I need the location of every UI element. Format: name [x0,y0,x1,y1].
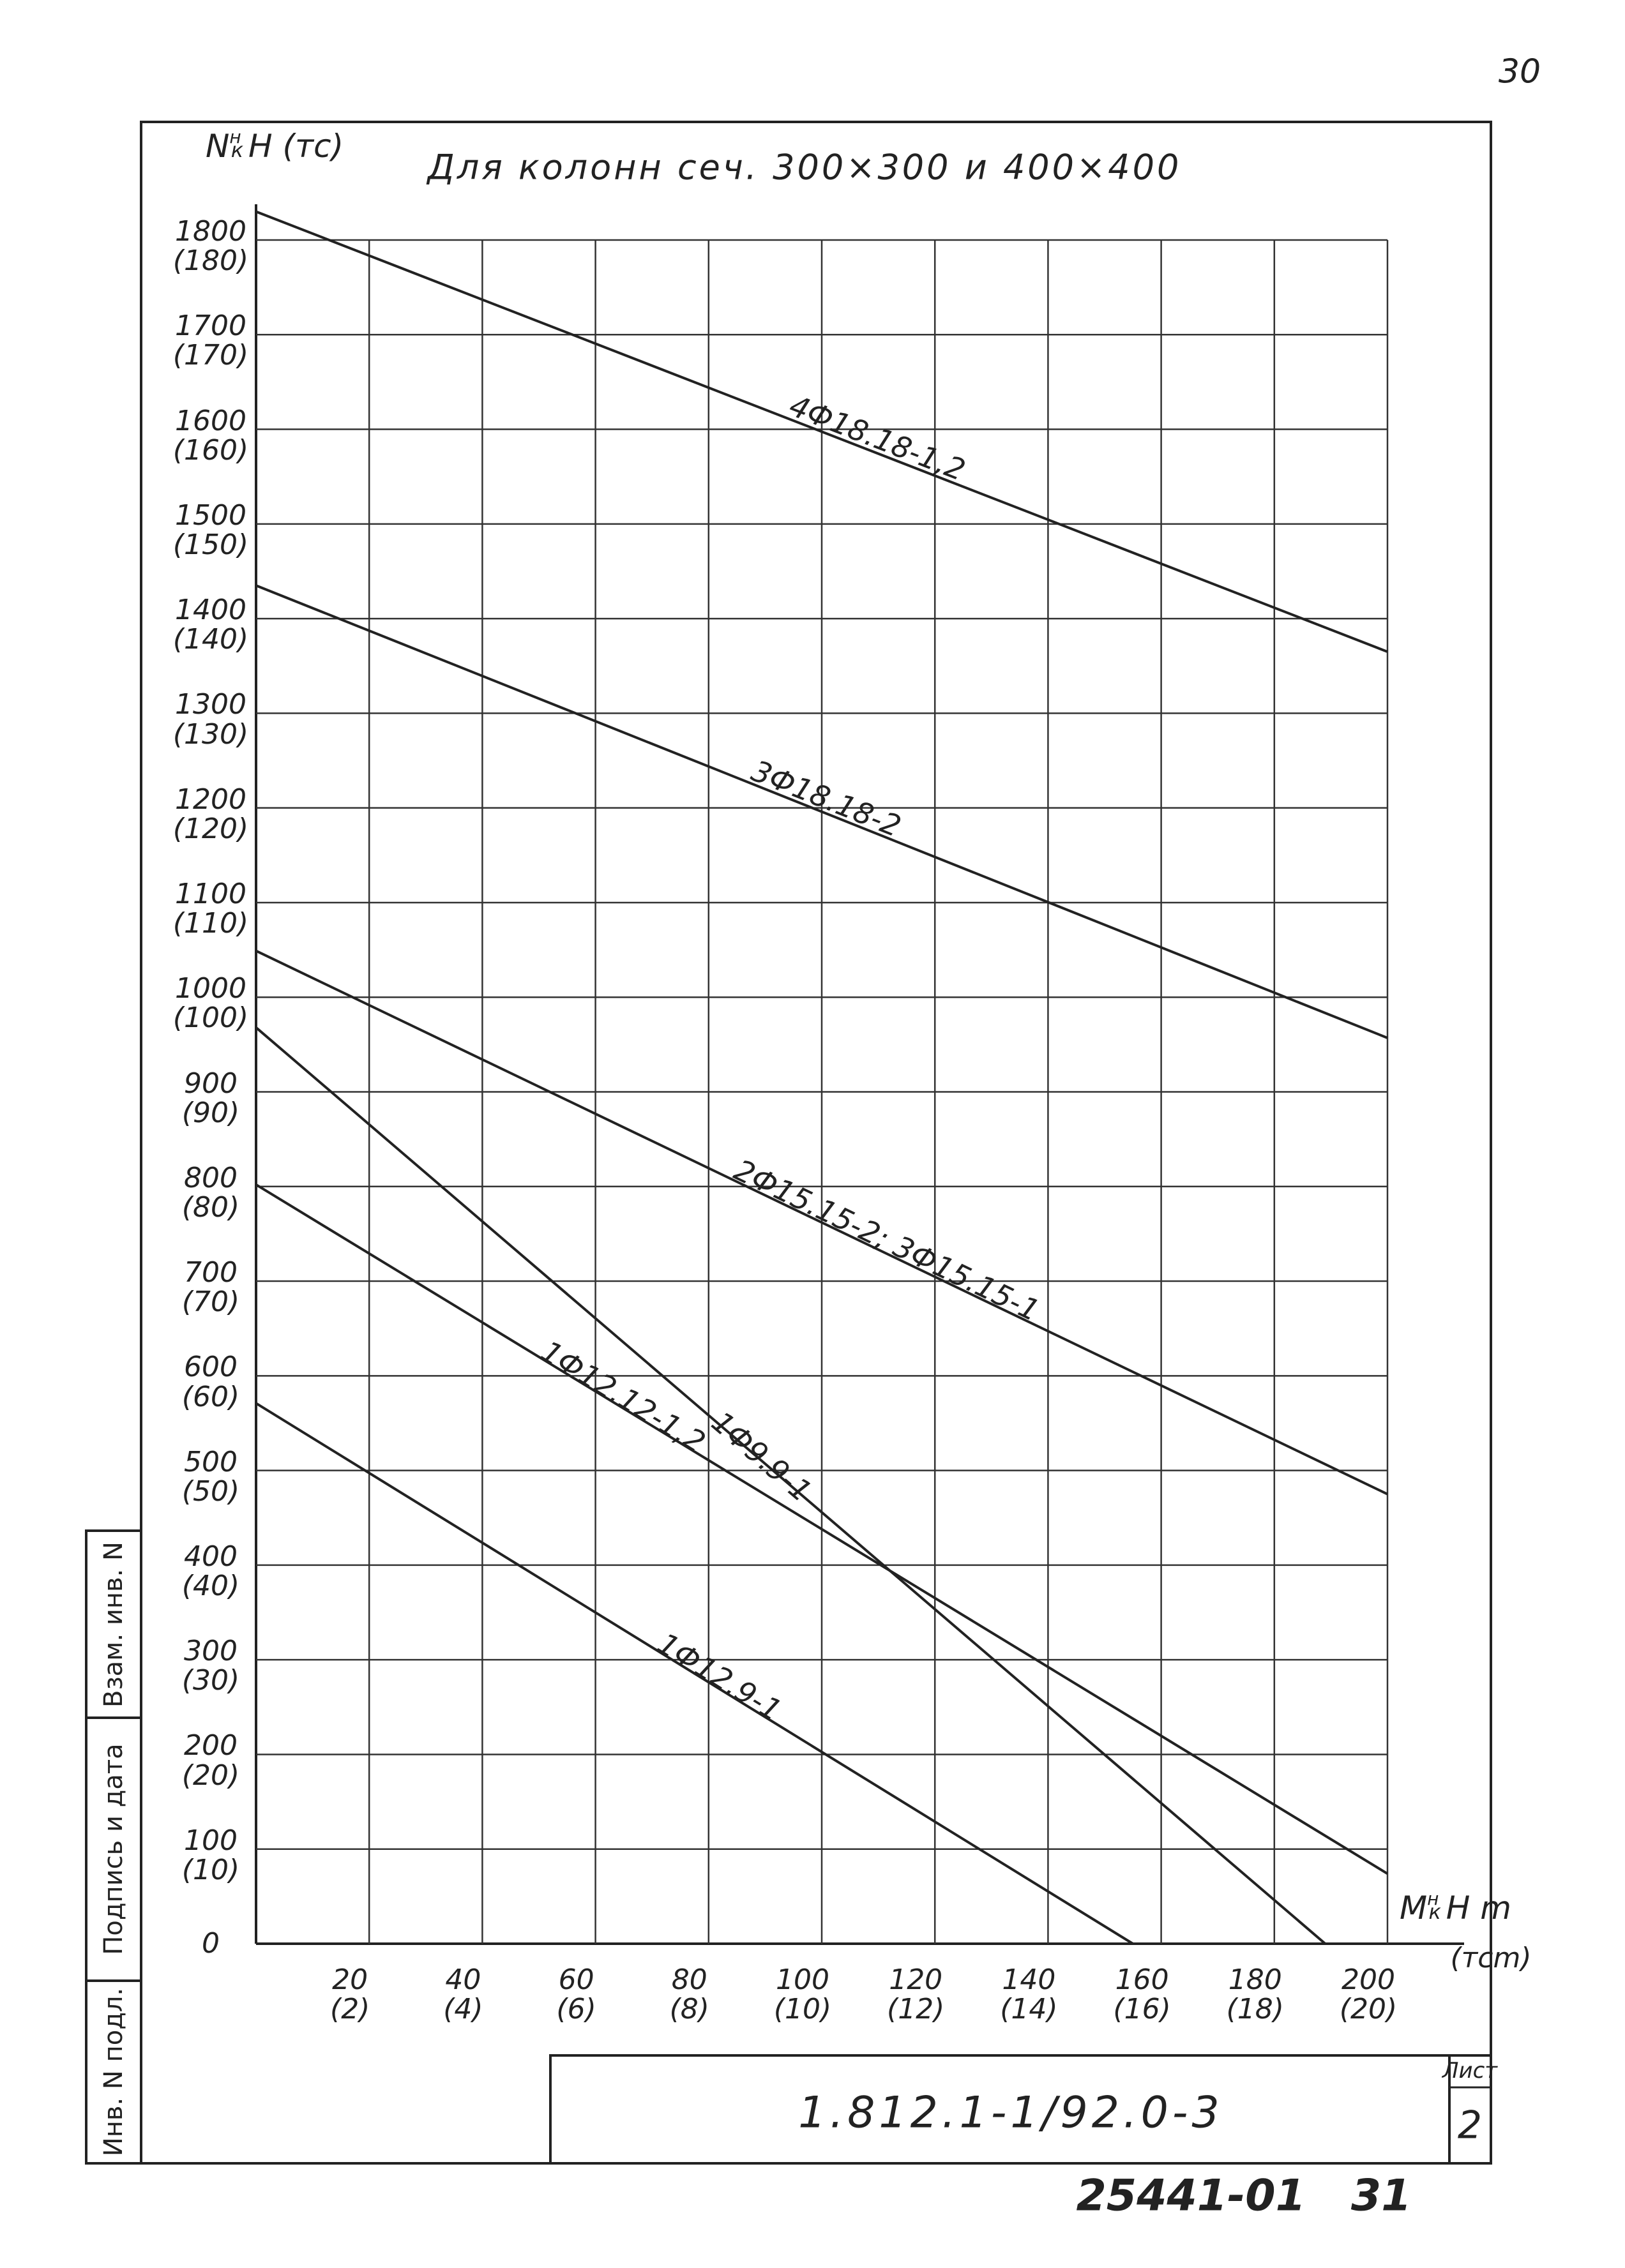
x-tick-label: 120 (12) [887,1963,945,2025]
y-tick-label: 300 (30) [181,1634,240,1697]
y-tick-label: 800 (80) [181,1161,240,1224]
side-stamp-label: Взам. инв. N [99,1542,128,1708]
x-tick-label: 160 (16) [1113,1963,1171,2025]
y-axis-label-sub: к [231,138,244,162]
y-tick-label: 1500 (150) [172,499,249,561]
x-tick-label: 200 (20) [1339,1963,1398,2025]
y-tick-label: 1100 (110) [172,877,249,940]
x-tick-label: 40 (4) [443,1963,483,2025]
y-tick-label: 100 (10) [181,1824,240,1886]
sheet-label: Лист [1442,2058,1498,2084]
y-tick-label: 500 (50) [181,1445,240,1508]
y-tick-label: 400 (40) [181,1540,240,1602]
y-tick-label: 1800 (180) [172,214,249,277]
series-line [255,1026,1326,1945]
side-stamp-label: Подпись и дата [99,1743,128,1955]
x-tick-label: 140 (14) [1000,1963,1058,2025]
stamp-code: 1.812.1-1/92.0-3 [798,2087,1223,2138]
x-axis-label-unit: H m [1446,1889,1511,1926]
series-line [255,210,1388,653]
series-line [255,949,1388,1496]
x-tick-label: 180 (18) [1226,1963,1284,2025]
x-axis-alt-unit: (тсm) [1450,1941,1532,1974]
series-line [255,584,1388,1039]
stamp-box [549,2054,1492,2165]
y-tick-label: 1700 (170) [172,310,249,372]
archive-number: 25441-01 31 [1076,2170,1412,2221]
y-tick-label: 200 (20) [181,1729,240,1792]
y-tick-label: 1600 (160) [172,404,249,467]
y-tick-label: 0 [202,1926,220,1960]
side-stamp-label: Инв. N подл. [99,1987,128,2157]
x-tick-label: 100 (10) [773,1963,832,2025]
side-stamp [85,1529,142,2165]
page-number: 30 [1498,52,1541,91]
y-tick-label: 600 (60) [181,1351,240,1413]
x-axis-label-symbol: M [1400,1889,1428,1926]
series-line [255,1402,1134,1945]
x-axis-label-sup: н [1427,1888,1439,1909]
chart-title: Для колонн сеч. 300×300 и 400×400 [427,147,1182,188]
y-tick-label: 900 (90) [181,1067,240,1129]
x-axis-label: Mнк H m [1400,1889,1511,1925]
y-axis-label-symbol: N [206,128,230,165]
series-line [255,1183,1389,1875]
y-tick-label: 1200 (120) [172,783,249,845]
sheet-number: 2 [1457,2103,1483,2148]
x-tick-label: 80 (8) [669,1963,709,2025]
y-axis-label-unit: H (тс) [248,128,344,165]
y-axis-label: Nнк H (тс) [206,128,344,163]
x-tick-label: 20 (2) [330,1963,370,2025]
y-axis-label-sup: н [229,126,241,147]
x-tick-label: 60 (6) [556,1963,596,2025]
y-tick-label: 1000 (100) [172,972,249,1035]
y-tick-label: 1300 (130) [172,688,249,751]
x-axis-label-sub: к [1428,1900,1441,1924]
y-tick-label: 1400 (140) [172,593,249,656]
y-tick-label: 700 (70) [181,1256,240,1319]
